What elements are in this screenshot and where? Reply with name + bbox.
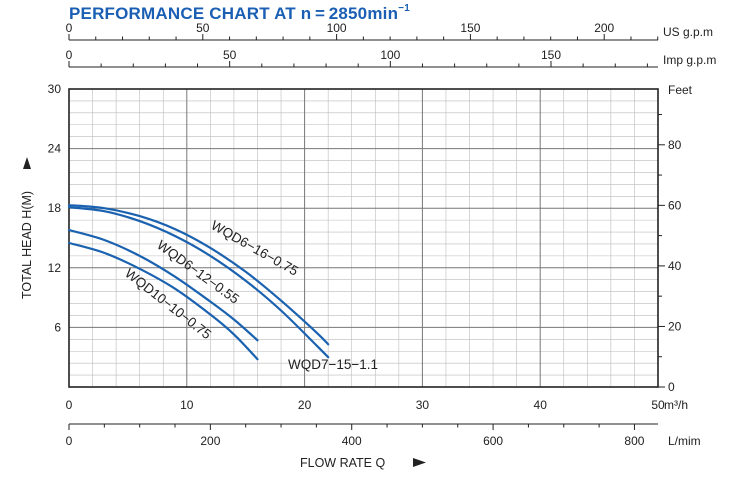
y-axis-tick-label: 6 (54, 320, 61, 334)
y-axis-title-text: TOTAL HEAD H(M) (20, 191, 34, 299)
y-axis-arrow-icon (23, 157, 31, 169)
bottom-axis-tick-label: 20 (298, 398, 312, 412)
y-axis-tick-label: 12 (48, 261, 62, 275)
right-axis-tick-label: 40 (668, 259, 682, 273)
top-axis-tick-label: 100 (380, 48, 400, 62)
top-axis-tick-label: 150 (541, 48, 561, 62)
top-axis-tick-label: 0 (66, 21, 73, 35)
right-axis-unit: Feet (668, 83, 693, 97)
top-axis-unit: US g.p.m (663, 25, 713, 39)
top-axis-tick-label: 150 (460, 21, 480, 35)
top-axis-tick-label: 100 (327, 21, 347, 35)
plot-frame (68, 88, 659, 388)
bottom-axis-tick-label: 0 (66, 434, 73, 448)
axes: 0 50 100 150 200 US g.p.m0 50 100 150 Imp g.p.m61… (20, 21, 716, 470)
curve-wqd6-16-0.75 (67, 204, 330, 346)
y-axis-tick-label: 18 (48, 201, 62, 215)
top-axis-tick-label: 50 (223, 48, 237, 62)
right-axis-tick-label: 20 (668, 319, 682, 333)
curves (67, 204, 330, 361)
bottom-axis-tick-label: 30 (416, 398, 430, 412)
y-axis-tick-label: 30 (48, 82, 62, 96)
chart-title-superscript: −1 (398, 3, 410, 14)
chart-title-text: PERFORMANCE CHART AT n = 2850min (69, 4, 399, 23)
grid (69, 89, 658, 387)
bottom-axis-unit: L/mim (668, 434, 701, 448)
chart-title: PERFORMANCE CHART AT n = 2850min−1 (69, 3, 410, 24)
x-axis-title: FLOW RATE Q (300, 456, 385, 470)
top-axis-tick-label: 0 (66, 48, 73, 62)
top-axis-unit: Imp g.p.m (663, 53, 716, 67)
curve-labels: WQD6−16−0.75WQD7−15−1.1WQD6−12−0.55WQD10… (122, 218, 378, 372)
x-axis-arrow-icon (413, 458, 426, 467)
right-axis-tick-label: 60 (668, 198, 682, 212)
bottom-axis-tick-label: 200 (200, 434, 220, 448)
curve-wqd7-15-1.1 (67, 206, 330, 359)
y-axis-title: TOTAL HEAD H(M) (20, 157, 34, 299)
top-axis-tick-label: 50 (196, 21, 210, 35)
bottom-axis-tick-label: 600 (483, 434, 503, 448)
curve-label: WQD6−16−0.75 (209, 218, 301, 279)
right-axis-tick-label: 80 (668, 138, 682, 152)
bottom-axis-tick-label: 40 (534, 398, 548, 412)
bottom-axis-tick-label: 800 (624, 434, 644, 448)
y-axis-tick-label: 24 (48, 142, 62, 156)
bottom-axis-tick-label: 50 (651, 398, 665, 412)
right-axis-tick-label: 0 (668, 380, 675, 394)
curve-label: WQD7−15−1.1 (288, 357, 378, 372)
bottom-axis-tick-label: 10 (180, 398, 194, 412)
bottom-axis-unit: m³/h (664, 398, 688, 412)
bottom-axis-tick-label: 400 (342, 434, 362, 448)
curve-wqd10-10-0.75 (67, 241, 259, 361)
top-axis-tick-label: 200 (594, 21, 614, 35)
curve-wqd6-12-0.55 (67, 229, 259, 342)
bottom-axis-tick-label: 0 (66, 398, 73, 412)
